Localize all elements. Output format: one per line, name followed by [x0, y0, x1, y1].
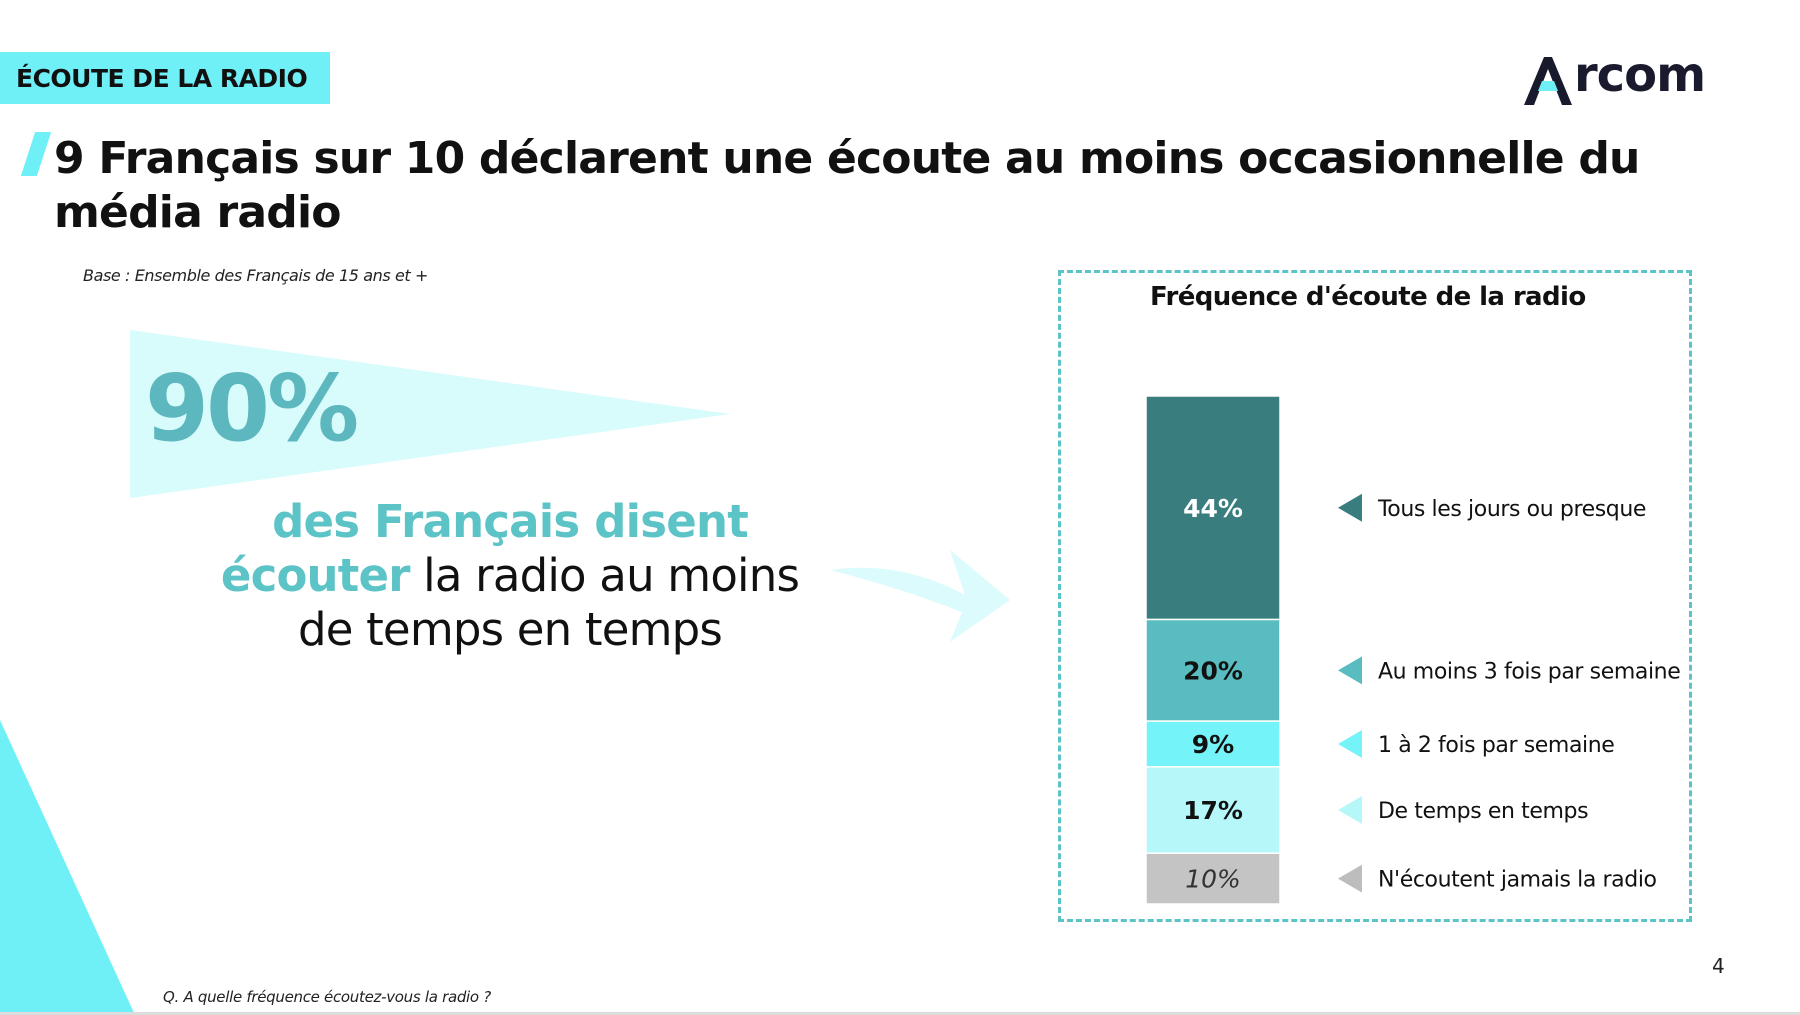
- bottom-border: [0, 1012, 1800, 1015]
- bar-value-label-3: 17%: [1183, 796, 1243, 825]
- corner-decoration: [0, 720, 135, 1015]
- big-stat-value: 90%: [145, 355, 359, 462]
- bar-value-label-1: 20%: [1183, 656, 1243, 685]
- bar-value-label-4: 10%: [1185, 865, 1241, 894]
- section-tag: ÉCOUTE DE LA RADIO: [0, 52, 330, 104]
- chart-frame: [1058, 270, 1692, 922]
- arcom-a-logo-icon: [1524, 57, 1572, 105]
- bar-segment-4: [1145, 852, 1281, 905]
- legend-label-3: De temps en temps: [1378, 799, 1588, 824]
- chart-title: Fréquence d'écoute de la radio: [1150, 282, 1586, 312]
- statement-highlight-word: écouter: [220, 549, 411, 602]
- legend-label-1: Au moins 3 fois par semaine: [1378, 659, 1680, 684]
- bar-segment-2: [1145, 720, 1281, 768]
- legend-marker-2: [1338, 729, 1362, 758]
- statement-line-2: la radio au moins: [409, 549, 800, 602]
- question-footnote: Q. A quelle fréquence écoutez-vous la ra…: [163, 988, 491, 1006]
- statement-line-3: de temps en temps: [297, 603, 723, 656]
- legend-label-0: Tous les jours ou presque: [1377, 497, 1646, 522]
- title-accent-slash: [20, 132, 52, 176]
- legend-marker-0: [1338, 493, 1362, 522]
- legend-marker-4: [1338, 864, 1362, 893]
- legend-marker-1: [1338, 656, 1362, 685]
- legend-marker-3: [1338, 796, 1362, 825]
- page-title: 9 Français sur 10 déclarent une écoute a…: [54, 133, 1640, 238]
- bar-value-label-2: 9%: [1192, 730, 1234, 759]
- base-note: Base : Ensemble des Français de 15 ans e…: [83, 266, 428, 285]
- arrow-icon: [830, 550, 1010, 642]
- frequency-stacked-bar-chart: 44% Tous les jours ou presque 20% Au moins …: [1145, 395, 1681, 905]
- statement-highlight: des Français disent: [272, 495, 749, 548]
- page-number: 4: [1712, 954, 1725, 978]
- bar-segment-0: [1145, 395, 1281, 621]
- big-stat-statement: des Français disent écouter la radio au …: [190, 495, 830, 657]
- highlight-beam: [130, 330, 730, 498]
- logo-text: rcom: [1574, 47, 1706, 103]
- legend-label-2: 1 à 2 fois par semaine: [1378, 733, 1614, 758]
- bar-segment-3: [1145, 766, 1281, 854]
- bar-value-label-0: 44%: [1183, 494, 1243, 523]
- legend-label-4: N'écoutent jamais la radio: [1378, 868, 1657, 893]
- arcom-logo: rcom: [1520, 45, 1720, 115]
